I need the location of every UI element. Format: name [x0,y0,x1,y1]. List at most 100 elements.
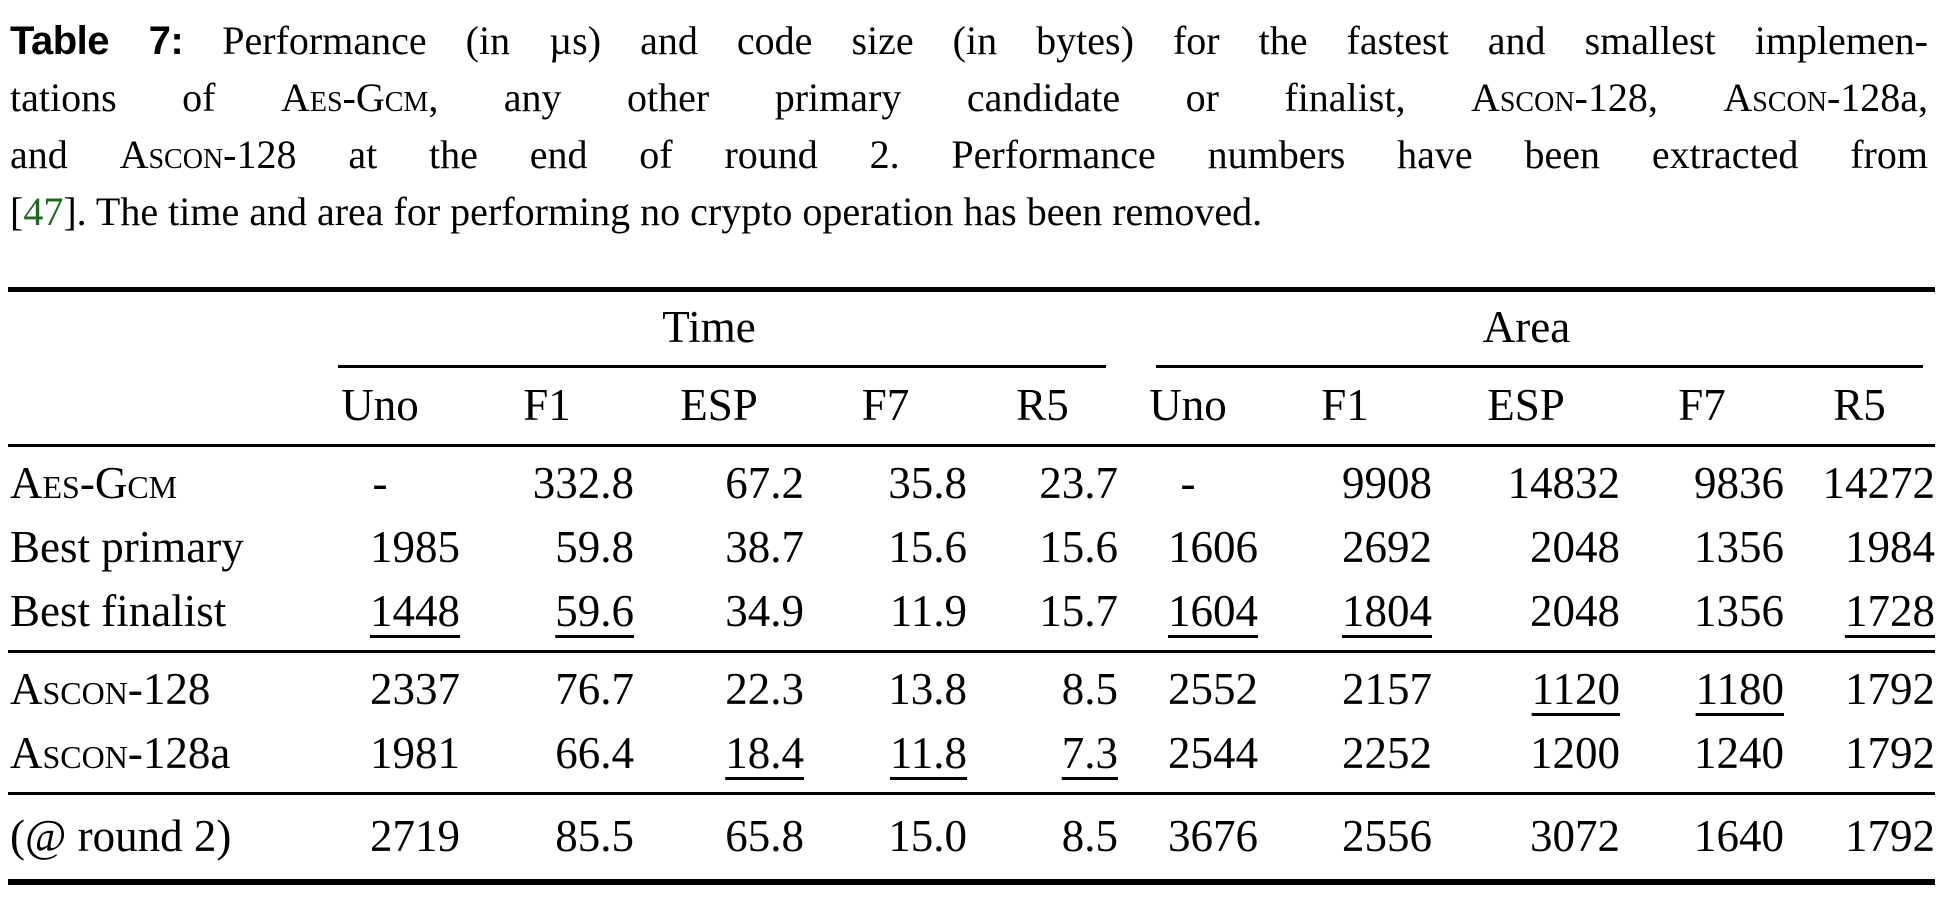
cell-value: - [372,458,388,508]
cell-value: 7.3 [1061,728,1118,778]
row-label-sc: Ascon [10,728,128,778]
cell-value: 1981 [370,728,460,778]
cell-value: 66.4 [555,728,634,778]
cell: 14272 [1784,446,1936,516]
row-label-ascon-128: Ascon-128 [8,652,300,722]
caption-text-1: Performance (in µs) and code size (in by… [183,18,1928,63]
cell-value: 13.8 [888,664,967,714]
cell: 18.4 [634,721,804,795]
col-header-area-f7: F7 [1620,368,1784,447]
cell: 67.2 [634,446,804,516]
cell: 1985 [300,515,460,579]
col-header-time-f7: F7 [804,368,967,447]
cell: 15.0 [804,794,967,883]
cell-value: 1200 [1530,728,1620,778]
cell: 59.6 [460,579,634,653]
table-row-aes-gcm: Aes-Gcm - 332.8 67.2 35.8 23.7 - 9908 14… [8,446,1935,516]
cell-value: 1804 [1342,586,1432,636]
cell-value: 2337 [370,664,460,714]
cell-value: 14272 [1822,458,1936,508]
cell-value: 2692 [1342,522,1432,572]
cell-value: 59.6 [555,586,634,636]
cell-value: 1356 [1694,522,1784,572]
cell: 85.5 [460,794,634,883]
cell-value: 2157 [1342,664,1432,714]
cell: 9908 [1258,446,1432,516]
cell-value: 1640 [1694,811,1784,861]
cell-value: 9908 [1342,458,1432,508]
cell-value: 34.9 [725,586,804,636]
table-row-best-finalist: Best finalist 1448 59.6 34.9 11.9 15.7 1… [8,579,1935,653]
cell-value: 15.7 [1039,586,1118,636]
cell: 1120 [1432,652,1620,722]
cell-value: 59.8 [555,522,634,572]
time-group-label: Time [662,302,756,352]
cell: 332.8 [460,446,634,516]
row-label-plain: -128a [127,728,231,778]
cell: 15.6 [804,515,967,579]
caption-line-3: and Ascon-128 at the end of round 2. Per… [10,126,1928,183]
cell-value: 67.2 [725,458,804,508]
cell: - [1118,446,1258,516]
area-group-label: Area [1482,302,1571,352]
cell-value: 2252 [1342,728,1432,778]
caption-line-4: [47]. The time and area for performing n… [10,183,1928,240]
cell: 1728 [1784,579,1935,653]
caption-ascon-128: Ascon [1470,75,1575,120]
cell-value: 18.4 [725,728,804,778]
caption-ascon-128-r2: Ascon [119,132,224,177]
caption-text-3c: -128 at the end of round 2. Performance … [223,132,1928,177]
cell: 1792 [1784,721,1935,795]
cell-value: 1448 [370,586,460,636]
cell: 1606 [1118,515,1258,579]
cell-value: 2544 [1168,728,1258,778]
cell: 23.7 [967,446,1118,516]
cell-value: 1985 [370,522,460,572]
cell: 2692 [1258,515,1432,579]
col-header-time-esp: ESP [634,368,804,447]
cell: 2048 [1432,579,1620,653]
table-row-at-round-2: (@ round 2) 2719 85.5 65.8 15.0 8.5 3676… [8,794,1935,883]
caption-line-2: tations of Aes-Gcm, any other primary ca… [10,69,1928,126]
col-header-area-r5: R5 [1784,368,1935,447]
cell-value: 1180 [1695,664,1784,714]
cell: 15.7 [967,579,1118,653]
cell: 2157 [1258,652,1432,722]
row-label-best-primary: Best primary [8,515,300,579]
cell-value: 35.8 [888,458,967,508]
cell-value: 9836 [1694,458,1784,508]
row-label-aes-gcm: Aes-Gcm [8,446,300,516]
caption-text-3a: and [10,132,120,177]
caption-text-4c: ]. The time and area for performing no c… [63,189,1263,234]
cell: 8.5 [967,652,1118,722]
caption-label: Table 7: [10,19,184,63]
cell: 1604 [1118,579,1258,653]
cell: 9836 [1620,446,1784,516]
cell-value: 2556 [1342,811,1432,861]
caption-aes-gcm: Aes-Gcm [280,75,429,120]
cell: 3072 [1432,794,1620,883]
cell: 66.4 [460,721,634,795]
cell-value: 1728 [1845,586,1935,636]
cell-value: 8.5 [1061,664,1118,714]
cell: 11.8 [804,721,967,795]
cell: 11.9 [804,579,967,653]
cell: 59.8 [460,515,634,579]
cell: 2337 [300,652,460,722]
citation-47-link[interactable]: 47 [23,189,64,234]
row-label-plain: Best primary [10,522,244,572]
row-label-ascon-128a: Ascon-128a [8,721,300,795]
cell-value: 1792 [1845,728,1935,778]
cell-value: 85.5 [555,811,634,861]
cell: 1640 [1620,794,1784,883]
cell-value: 1606 [1168,522,1258,572]
cell-value: 8.5 [1061,811,1118,861]
cell: 2252 [1258,721,1432,795]
row-label-plain: (@ round 2) [10,811,232,861]
cell: 1804 [1258,579,1432,653]
time-group-rule [338,365,1106,368]
row-label-at-round-2: (@ round 2) [8,794,300,883]
cell-value: 2048 [1530,586,1620,636]
caption-ascon-128a: Ascon [1723,75,1827,120]
cell: 76.7 [460,652,634,722]
